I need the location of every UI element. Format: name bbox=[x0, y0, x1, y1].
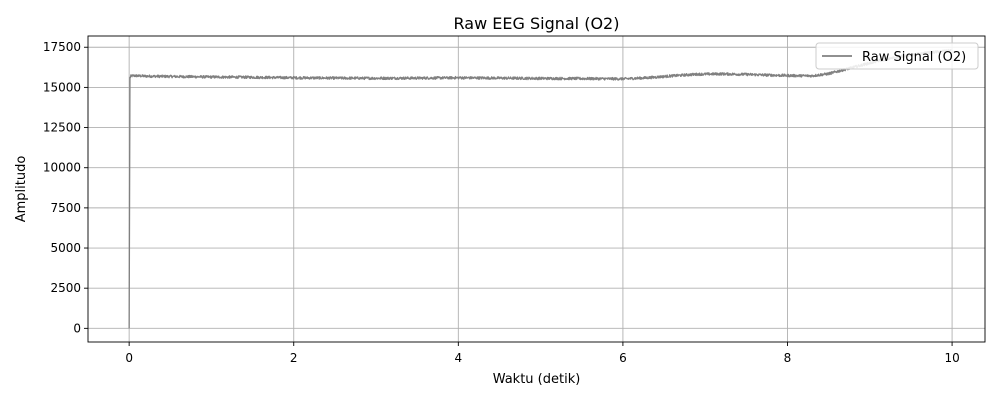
grid-lines bbox=[88, 36, 985, 342]
y-tick-label: 0 bbox=[73, 321, 81, 335]
axis-ticks: 0 2 4 6 8 10 0 2500 5000 7500 10000 12500 15000 17500 bbox=[43, 40, 960, 365]
x-tick-label: 4 bbox=[455, 351, 463, 365]
y-tick-label: 2500 bbox=[50, 281, 81, 295]
y-tick-label: 5000 bbox=[50, 241, 81, 255]
plot-frame bbox=[87, 35, 986, 343]
y-tick-label: 15000 bbox=[43, 80, 81, 94]
series-line-raw-signal bbox=[128, 48, 952, 329]
legend: Raw Signal (O2) bbox=[815, 42, 979, 70]
legend-label: Raw Signal (O2) bbox=[862, 50, 966, 65]
y-tick-label: 7500 bbox=[50, 201, 81, 215]
y-tick-label: 12500 bbox=[43, 121, 81, 135]
x-axis-label: Waktu (detik) bbox=[493, 372, 581, 387]
x-tick-label: 0 bbox=[125, 351, 133, 365]
chart-title: Raw EEG Signal (O2) bbox=[454, 14, 620, 33]
x-tick-label: 10 bbox=[944, 351, 959, 365]
plot-data-area bbox=[128, 48, 952, 329]
y-tick-label: 10000 bbox=[43, 161, 81, 175]
x-tick-label: 2 bbox=[290, 351, 298, 365]
y-tick-label: 17500 bbox=[43, 40, 81, 54]
y-axis-label: Amplitudo bbox=[14, 156, 29, 223]
x-tick-label: 6 bbox=[619, 351, 627, 365]
legend-box bbox=[815, 42, 979, 70]
x-tick-label: 8 bbox=[784, 351, 792, 365]
